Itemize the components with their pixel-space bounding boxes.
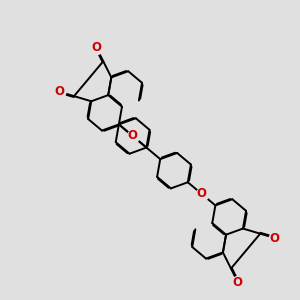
Text: O: O <box>196 187 207 200</box>
Text: O: O <box>233 276 243 289</box>
Text: O: O <box>270 232 280 244</box>
Text: O: O <box>128 130 138 142</box>
Text: O: O <box>92 41 101 54</box>
Text: O: O <box>54 85 64 98</box>
